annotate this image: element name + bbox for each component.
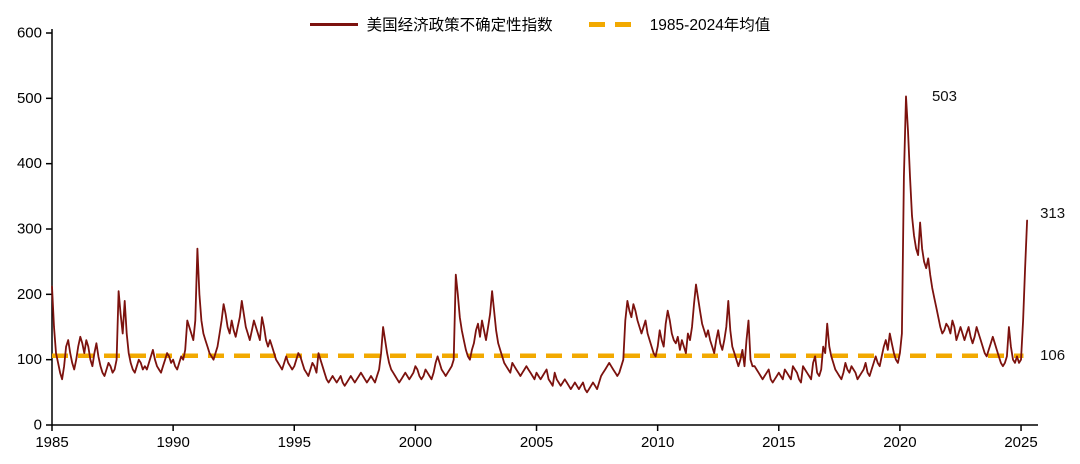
- average-dash-swatch: [588, 21, 641, 27]
- x-tick-label: 2025: [1004, 434, 1037, 451]
- x-tick-label: 2020: [883, 434, 916, 451]
- legend-label-epu: 美国经济政策不确定性指数: [366, 17, 553, 34]
- value-annotation: 106: [1040, 347, 1065, 364]
- x-tick-label: 2010: [641, 434, 674, 451]
- x-tick-label: 1985: [35, 434, 68, 451]
- x-tick-label: 2015: [762, 434, 795, 451]
- value-annotation: 503: [932, 88, 957, 105]
- y-tick-label: 400: [17, 155, 42, 172]
- legend-label-average: 1985-2024年均值: [649, 17, 771, 34]
- chart-legend: 美国经济政策不确定性指数 1985-2024年均值: [0, 13, 1080, 35]
- y-tick-label: 300: [17, 221, 42, 238]
- legend-item-average: 1985-2024年均值: [588, 13, 771, 35]
- x-tick-label: 1995: [278, 434, 311, 451]
- y-tick-label: 600: [17, 25, 42, 42]
- y-tick-label: 500: [17, 90, 42, 107]
- y-tick-label: 0: [34, 417, 42, 434]
- epu-line-swatch: [309, 22, 358, 26]
- epu-series-line: [51, 95, 1028, 394]
- value-annotation: 313: [1040, 205, 1065, 222]
- y-tick-label: 100: [17, 351, 42, 368]
- legend-item-epu: 美国经济政策不确定性指数: [309, 13, 553, 35]
- y-tick-label: 200: [17, 286, 42, 303]
- x-tick-label: 2000: [399, 434, 432, 451]
- x-tick-label: 2005: [520, 434, 553, 451]
- x-tick-label: 1990: [156, 434, 189, 451]
